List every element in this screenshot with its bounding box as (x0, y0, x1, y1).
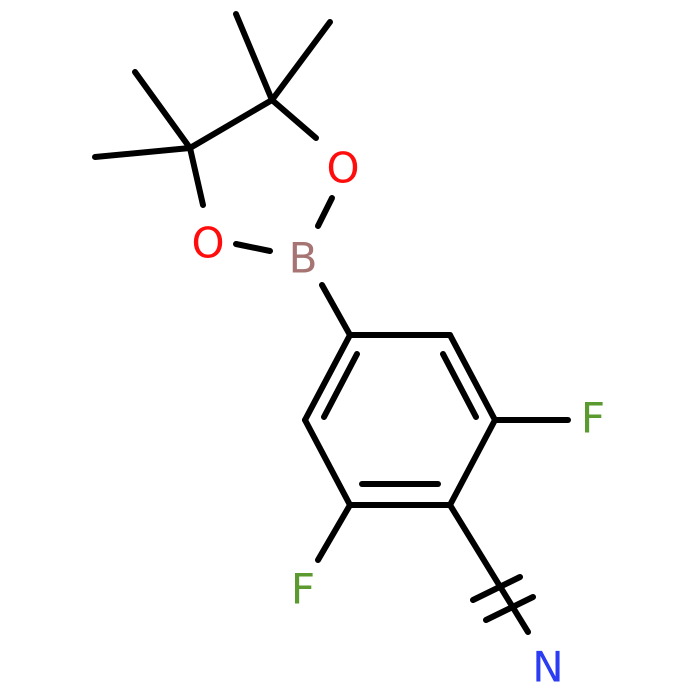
bond (447, 502, 531, 635)
bonds (92, 11, 571, 635)
bond (315, 195, 335, 229)
bond (302, 417, 353, 508)
atom-label: F (291, 565, 315, 614)
bond (269, 19, 333, 103)
atom-label: B (289, 234, 318, 283)
bond (302, 332, 353, 423)
bond (315, 502, 353, 563)
bond (447, 417, 498, 508)
atom-label: N (532, 643, 563, 692)
bond (187, 97, 275, 151)
bond (132, 69, 193, 151)
bond (440, 351, 479, 420)
bond (470, 574, 523, 603)
bond (233, 11, 275, 103)
bond (92, 145, 193, 160)
atom-label: O (326, 144, 359, 193)
bond (447, 332, 498, 423)
atom-label: F (581, 394, 605, 443)
bond (269, 97, 319, 141)
bond (233, 241, 273, 254)
atom-label: O (191, 219, 224, 268)
bond (321, 351, 360, 420)
bond (319, 282, 353, 338)
bond (483, 594, 536, 623)
bond (187, 145, 206, 208)
